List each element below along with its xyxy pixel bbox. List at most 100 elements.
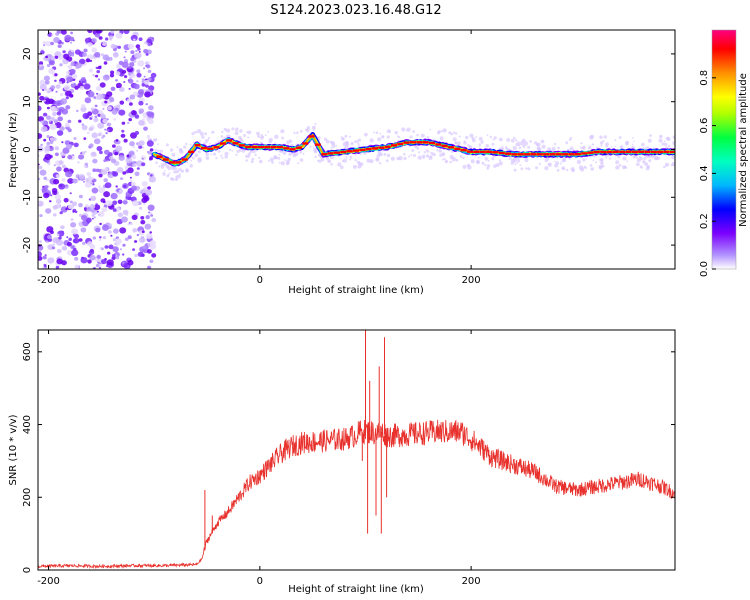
noise-blob	[112, 246, 119, 253]
track-halo	[588, 145, 592, 150]
noise-blob	[141, 83, 146, 87]
track-halo	[590, 167, 594, 171]
track-core	[321, 153, 328, 156]
noise-blob	[47, 163, 51, 166]
track-halo	[487, 159, 490, 162]
noise-blob	[138, 119, 145, 126]
noise-blob	[51, 246, 56, 250]
noise-blob	[124, 75, 128, 79]
noise-blob	[73, 142, 79, 148]
noise-blob	[91, 214, 95, 217]
noise-blob	[131, 154, 137, 160]
track-halo	[205, 152, 209, 157]
track-halo	[212, 152, 217, 156]
noise-blob	[93, 138, 101, 145]
track-halo	[410, 154, 413, 156]
noise-blob	[66, 236, 69, 239]
noise-blob	[67, 154, 73, 160]
noise-blob	[98, 187, 105, 194]
noise-blob	[136, 149, 139, 152]
track-core	[232, 142, 239, 145]
noise-blob	[151, 253, 157, 258]
noise-blob	[65, 208, 68, 211]
track-core	[625, 150, 632, 154]
noise-blob	[150, 214, 154, 217]
track-core	[238, 144, 245, 147]
track-halo	[439, 136, 444, 141]
noise-blob	[83, 83, 91, 90]
noise-blob	[87, 241, 93, 247]
noise-blob	[143, 195, 150, 202]
track-halo	[198, 150, 201, 154]
track-halo	[562, 158, 565, 161]
track-halo	[608, 157, 612, 160]
track-halo	[670, 164, 673, 167]
noise-blob	[146, 140, 154, 147]
track-halo	[475, 136, 477, 139]
track-halo	[239, 137, 243, 141]
noise-blob	[111, 256, 114, 260]
noise-blob	[145, 84, 149, 88]
track-core	[492, 151, 499, 154]
noise-blob	[87, 259, 92, 264]
track-core	[574, 153, 581, 156]
noise-blob	[85, 217, 92, 223]
noise-blob	[143, 49, 149, 54]
noise-blob	[96, 146, 103, 152]
noise-blob	[92, 183, 95, 186]
track-halo	[354, 159, 357, 162]
noise-blob	[57, 116, 63, 122]
track-halo	[485, 144, 490, 148]
track-halo	[576, 159, 582, 165]
y-tick-label: 20	[22, 48, 33, 61]
track-halo	[624, 165, 627, 168]
track-halo	[441, 158, 444, 161]
track-halo	[663, 140, 666, 143]
track-halo	[520, 167, 524, 171]
track-halo	[383, 153, 387, 156]
noise-blob	[38, 145, 44, 152]
noise-blob	[115, 82, 122, 89]
noise-blob	[70, 222, 77, 228]
track-halo	[264, 134, 267, 137]
track-core	[207, 147, 214, 150]
track-halo	[221, 130, 224, 134]
track-halo	[190, 159, 193, 162]
track-core	[403, 141, 410, 144]
track-halo	[215, 156, 218, 160]
colorbar-tick-label: 0.6	[699, 118, 710, 134]
track-halo	[349, 158, 351, 161]
track-halo	[177, 157, 180, 159]
track-halo	[454, 141, 458, 145]
noise-blob	[53, 37, 60, 43]
track-halo	[260, 133, 263, 137]
noise-blob	[54, 55, 59, 59]
noise-blob	[96, 86, 102, 91]
noise-blob	[39, 64, 43, 67]
track-halo	[152, 138, 157, 142]
noise-blob	[117, 45, 121, 49]
track-core	[391, 144, 397, 147]
track-halo	[178, 167, 182, 172]
noise-blob	[81, 77, 86, 82]
track-core	[353, 149, 359, 152]
noise-blob	[71, 228, 79, 235]
colorbar-tick-label: 0.0	[699, 261, 710, 277]
noise-blob	[60, 225, 65, 230]
track-halo	[176, 174, 181, 179]
noise-blob	[71, 73, 78, 79]
track-core	[169, 161, 176, 164]
noise-blob	[38, 165, 43, 170]
noise-blob	[95, 168, 100, 172]
snr-panel: -200 0 200 0 200 400 600 Height of straight li…	[8, 329, 676, 595]
noise-blob	[42, 112, 48, 117]
track-halo	[518, 146, 522, 149]
noise-blob	[54, 152, 59, 157]
noise-blob	[46, 135, 50, 138]
noise-blob	[91, 187, 99, 194]
track-core	[517, 153, 524, 156]
track-halo	[358, 162, 362, 166]
noise-blob	[146, 197, 149, 200]
track-core	[270, 145, 277, 149]
track-halo	[156, 143, 159, 146]
